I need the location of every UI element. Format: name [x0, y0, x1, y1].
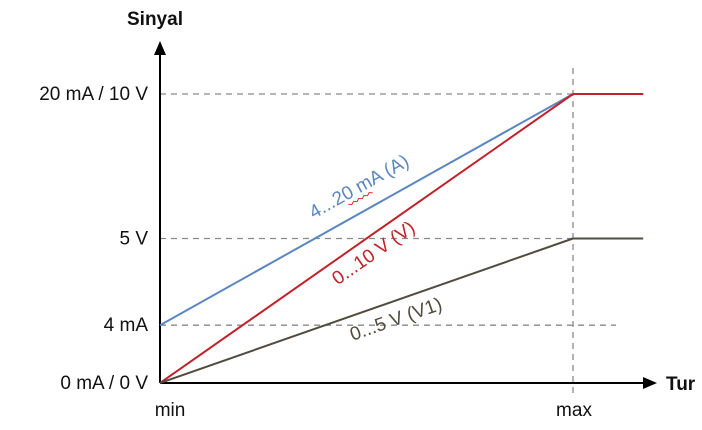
spellcheck-underline: [348, 192, 373, 206]
axes-layer: [154, 41, 657, 389]
series-line-0-5-v-v1: [159, 237, 644, 384]
y-axis-title: Sinyal: [127, 9, 183, 30]
y-tick-label-4-ma: 4 mA: [104, 315, 149, 336]
series-label-layer: 4...20 mA (A)0...10 V (V)0...5 V (V1): [306, 151, 445, 346]
tick-label-layer: 0 mA / 0 V 4 mA 5 V 20 mA / 10 V min max: [39, 84, 592, 421]
grid-layer: [160, 68, 616, 398]
x-axis-arrowhead: [643, 377, 657, 389]
series-label-0-5-v-v1: 0...5 V (V1): [347, 294, 445, 346]
x-tick-label-max: max: [556, 400, 592, 421]
series-line-0-10-v-v: [159, 93, 644, 384]
series-layer: [159, 93, 644, 384]
x-tick-label-min: min: [155, 400, 186, 421]
series-label-0-10-v-v: 0...10 V (V): [328, 217, 419, 289]
y-axis-arrowhead: [154, 41, 166, 55]
y-tick-label-5-v: 5 V: [119, 229, 148, 250]
x-axis-title: Tur: [666, 374, 696, 395]
series-line-4-20-ma-a: [159, 93, 644, 327]
y-tick-label-20-ma-10-v: 20 mA / 10 V: [39, 84, 148, 105]
y-tick-label-0-ma-0-v: 0 mA / 0 V: [60, 373, 148, 394]
